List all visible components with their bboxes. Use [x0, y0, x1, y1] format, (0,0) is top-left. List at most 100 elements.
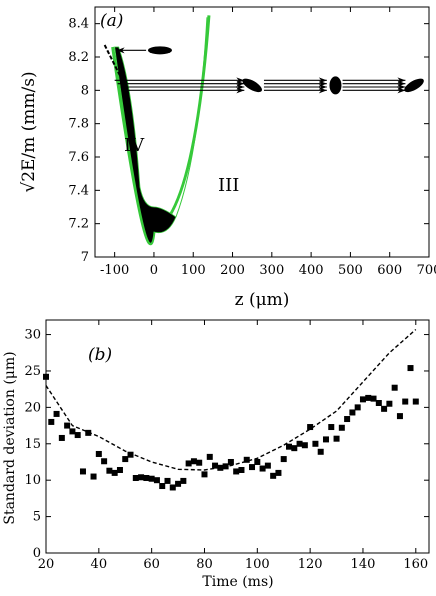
scatter-point: [338, 424, 345, 431]
scatter-point: [212, 462, 219, 469]
scatter-point: [328, 424, 335, 431]
band-inner-black: [114, 46, 177, 244]
scatter-point: [79, 468, 86, 475]
x-tick-label-b: 40: [91, 557, 108, 572]
scatter-point: [148, 475, 155, 482]
scatter-point: [159, 483, 166, 490]
panel-label-b: (b): [88, 345, 112, 365]
x-tick-label-a: 0: [150, 263, 158, 278]
x-tick-label-b: 60: [143, 557, 160, 572]
scatter-point: [264, 462, 271, 469]
ellipse-cloud: [147, 46, 172, 55]
band-right-arm: [175, 17, 208, 218]
scatter-point: [238, 466, 245, 473]
scatter-point: [217, 464, 224, 471]
plot-a-frame: [94, 6, 430, 258]
scatter-point: [354, 404, 361, 411]
arrow-glyphs: [114, 46, 424, 95]
y-tick-label-a: 8.4: [68, 17, 89, 32]
scatter-point: [317, 448, 324, 455]
scatter-point: [222, 463, 229, 470]
scatter-point: [101, 458, 108, 465]
panel-b: 20 40 60 80 100 120 140 160 0 5 10 15 20 25 30 (b) Tim…: [2, 319, 430, 590]
scatter-point: [344, 416, 351, 423]
y-tick-label-a: 7.2: [68, 217, 89, 232]
x-tick-label-a: 100: [181, 263, 206, 278]
scatter-point: [138, 474, 145, 481]
plot-b-frame: [45, 319, 430, 554]
scatter-point: [90, 473, 97, 480]
y-tick-label-b: 30: [24, 328, 41, 343]
scatter-point: [402, 398, 409, 405]
scatter-point: [333, 435, 340, 442]
arrow-head: [236, 87, 245, 94]
scatter-point: [185, 460, 192, 467]
scatter-point: [206, 453, 213, 460]
scatter-point: [153, 477, 160, 484]
scatter-point: [48, 418, 55, 425]
scatter-point: [312, 440, 319, 447]
scatter-point: [196, 459, 203, 466]
scatter-point: [111, 469, 118, 476]
scatter-point: [291, 445, 298, 452]
arrow-head: [397, 87, 406, 94]
scatter-point: [164, 477, 171, 484]
scatter-point: [53, 410, 60, 417]
y-axis-label-b: Standard deviation (μm): [2, 351, 18, 524]
y-tick-label-b: 10: [24, 473, 41, 488]
scatter-point: [301, 442, 308, 449]
scatter-point: [249, 464, 256, 471]
scatter-point: [407, 365, 414, 372]
scatter-points: [43, 365, 419, 491]
scatter-point: [127, 451, 134, 458]
axis-ticks-a: -100 0 100 200 300 400 500 600 700 7 7.2 7.4 7.6 7.8 8…: [68, 7, 436, 278]
x-tick-label-b: 140: [351, 557, 376, 572]
scatter-point: [381, 405, 388, 412]
scatter-point: [122, 456, 129, 463]
x-tick-label-b: 160: [403, 557, 428, 572]
y-tick-label-a: 7: [81, 250, 89, 265]
scatter-point: [296, 440, 303, 447]
scatter-point: [69, 428, 76, 435]
scatter-point: [286, 443, 293, 450]
scatter-point: [254, 458, 261, 465]
x-tick-label-a: 600: [377, 263, 402, 278]
x-axis-label-a: z (μm): [235, 290, 290, 310]
scatter-point: [85, 429, 92, 436]
scatter-point: [391, 384, 398, 391]
region-label-iii: III: [218, 175, 239, 196]
y-axis-label-a: √2E/m (mm/s): [19, 71, 39, 192]
x-tick-label-b: 80: [196, 557, 213, 572]
scatter-point: [74, 432, 81, 439]
x-axis-label-b: Time (ms): [202, 574, 273, 590]
scatter-point: [259, 465, 266, 472]
scatter-point: [322, 436, 329, 443]
ellipse-cloud: [404, 78, 424, 93]
y-tick-label-b: 0: [33, 546, 41, 561]
scatter-point: [227, 458, 234, 465]
scatter-point: [116, 466, 123, 473]
y-tick-label-a: 7.8: [68, 117, 89, 132]
arrow-head: [116, 47, 125, 54]
scatter-point: [359, 396, 366, 403]
axis-ticks-b: 20 40 60 80 100 120 140 160 0 5 10 15 20 25 30: [24, 320, 429, 572]
y-tick-label-a: 8: [81, 83, 89, 98]
scatter-point: [386, 400, 393, 407]
scatter-point: [64, 422, 71, 429]
ellipse-cloud: [242, 78, 262, 93]
scatter-point: [233, 468, 240, 475]
scatter-point: [375, 400, 382, 407]
scatter-point: [169, 484, 176, 491]
scatter-point: [180, 477, 187, 484]
scatter-point: [106, 467, 113, 474]
scatter-point: [307, 424, 314, 431]
y-tick-label-b: 15: [24, 437, 41, 452]
ellipse-cloud: [329, 76, 342, 95]
panel-a: -100 0 100 200 300 400 500 600 700 7 7.2 7.4 7.6 7.8 8…: [19, 6, 436, 310]
x-tick-label-a: 300: [259, 263, 284, 278]
x-tick-label-b: 100: [245, 557, 270, 572]
panel-label-a: (a): [100, 11, 123, 31]
x-tick-label-b: 20: [38, 557, 55, 572]
arrow-head: [318, 87, 327, 94]
